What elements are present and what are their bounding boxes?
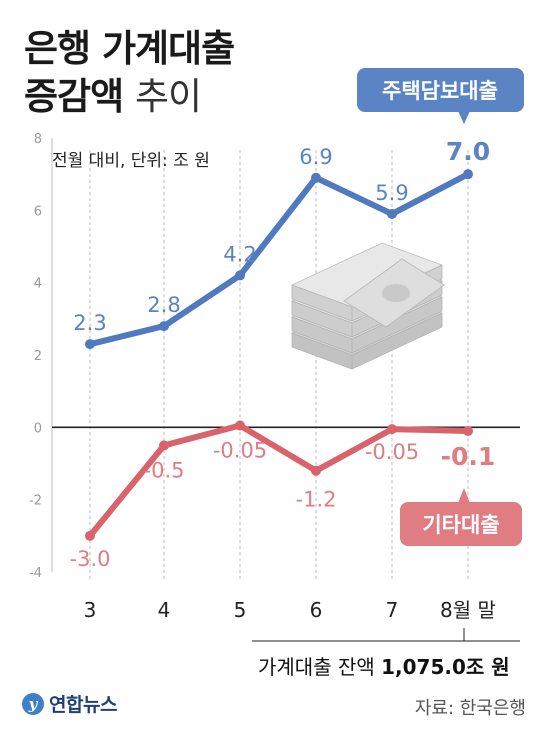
x-tick-label: 8월 말	[440, 598, 496, 622]
logo-text: 연합뉴스	[49, 694, 117, 716]
legend-other-loan-pointer	[458, 488, 470, 503]
total-value: 1,075.0조 원	[381, 655, 510, 679]
y-tick-label: 8	[34, 132, 42, 147]
mortgage-series-line-point	[85, 339, 95, 350]
yonhap-logo: y 연합뉴스	[22, 690, 117, 717]
legend-other-loan: 기타대출	[400, 488, 522, 546]
other-loan-data-label: -0.5	[144, 458, 185, 482]
mortgage-series-line	[87, 171, 471, 348]
legend-mortgage-label: 주택담보대출	[382, 79, 498, 103]
other-loan-series-line-point	[85, 530, 95, 541]
other-loan-series-line-point	[235, 420, 245, 431]
other-loan-data-label: -3.0	[70, 547, 111, 571]
unit-note: 전월 대비, 단위: 조 원	[52, 151, 210, 171]
other-loan-data-label: -0.05	[213, 439, 267, 463]
mortgage-data-label: 6.9	[299, 145, 332, 169]
other-loan-series-line-point	[463, 425, 473, 436]
y-tick-label: 4	[34, 277, 42, 292]
mortgage-series-line-point	[463, 169, 473, 180]
legend-mortgage: 주택담보대출	[357, 68, 524, 124]
other-loan-series-line-point	[159, 440, 169, 451]
title-bold: 증감액	[24, 75, 124, 118]
y-tick-label: 6	[34, 204, 42, 219]
banknote-stack-front	[351, 296, 443, 354]
other-loan-series-line-point	[387, 424, 397, 435]
banknotes-icon	[290, 242, 445, 370]
other-loan-data-label: -0.05	[365, 440, 419, 464]
legend-mortgage-box	[357, 68, 524, 112]
yonhap-logo-icon: y	[22, 692, 44, 715]
mortgage-series-line-point	[387, 208, 397, 219]
banknote-portrait	[382, 284, 410, 302]
mortgage-data-label: 2.3	[73, 311, 106, 335]
mortgage-series-line-point	[159, 321, 169, 332]
title-line1: 은행 가계대출	[24, 27, 235, 70]
legend-other-loan-label: 기타대출	[422, 513, 499, 537]
y-tick-label: -4	[29, 566, 42, 581]
x-tick-label: 3	[84, 598, 97, 622]
title-line2: 증감액 추이	[24, 75, 202, 118]
other-loan-data-label: -0.1	[441, 442, 496, 471]
legend-mortgage-pointer	[458, 111, 470, 124]
x-tick-label: 4	[158, 598, 171, 622]
other-loan-series-line-point	[311, 465, 321, 476]
total-balance-note: 가계대출 잔액 1,075.0조 원	[258, 651, 510, 680]
mortgage-data-label: 4.2	[223, 242, 256, 266]
legend-other-loan-box	[400, 502, 522, 546]
source-note: 자료: 한국은행	[414, 698, 526, 719]
title-light: 추이	[135, 75, 202, 118]
mortgage-series-line-point	[235, 270, 245, 281]
other-loan-series-line	[87, 422, 471, 539]
y-tick-label: -2	[29, 494, 42, 509]
total-label: 가계대출 잔액	[258, 655, 375, 679]
other-loan-data-label: -1.2	[296, 488, 337, 512]
y-tick-label: 2	[34, 349, 42, 364]
mortgage-series-line-point	[311, 172, 321, 183]
x-tick-label: 6	[310, 598, 323, 622]
y-tick-label: 0	[34, 421, 42, 436]
mortgage-data-label: 2.8	[147, 293, 180, 317]
x-tick-label: 7	[386, 598, 399, 622]
x-tick-label: 5	[234, 598, 247, 622]
mortgage-data-label: 7.0	[446, 137, 490, 166]
mortgage-data-label: 5.9	[375, 181, 408, 205]
banknote-stack-front	[351, 312, 443, 370]
